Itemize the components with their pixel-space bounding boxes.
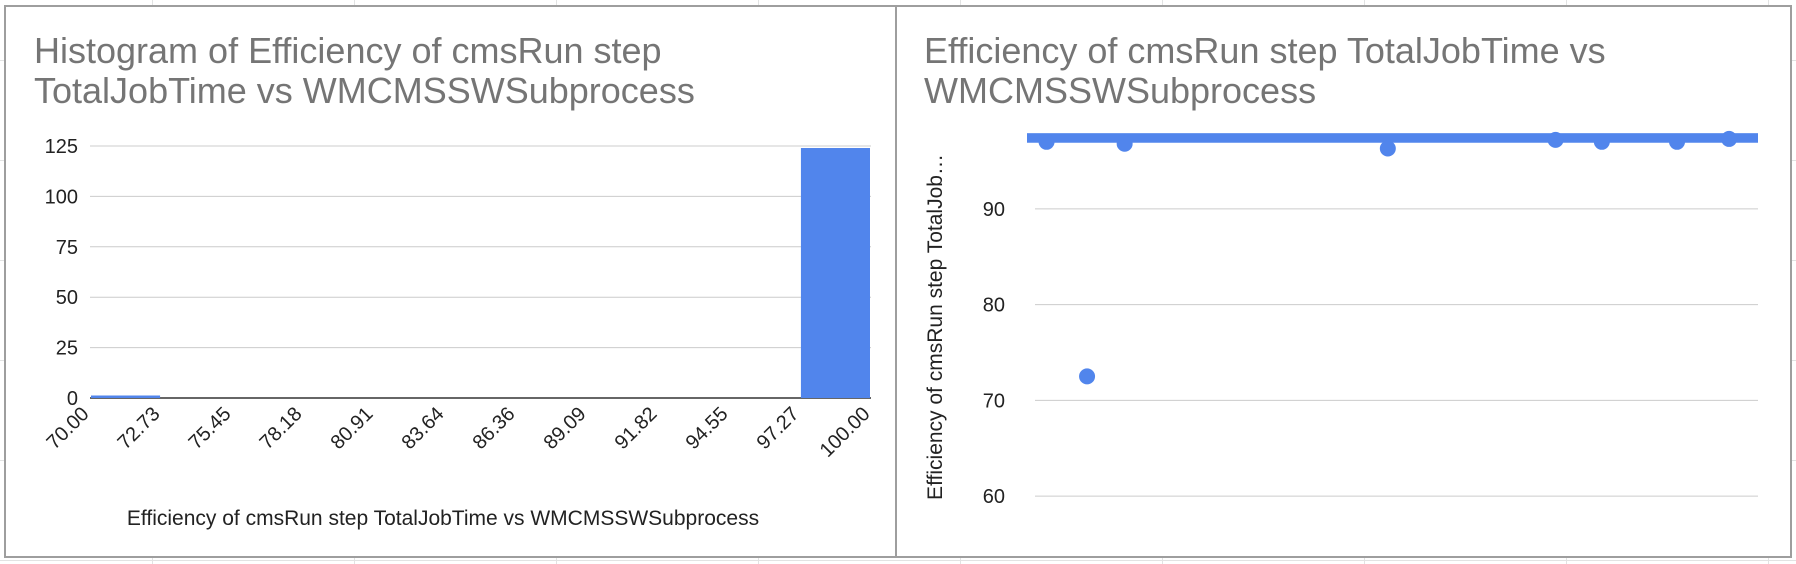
scatter-y-tick-label: 60	[983, 486, 1005, 508]
histogram-x-tick-label: 86.36	[469, 403, 520, 454]
scatter-gridlines	[1035, 208, 1758, 497]
histogram-x-tick-label: 89.09	[540, 403, 591, 454]
histogram-title: Histogram of Efficiency of cmsRun step T…	[34, 31, 695, 111]
histogram-x-tick-label: 97.27	[753, 403, 804, 454]
scatter-title-line-1: Efficiency of cmsRun step TotalJobTime v…	[924, 30, 1606, 71]
scatter-point	[1593, 133, 1610, 150]
histogram-x-tick-label: 78.18	[256, 403, 307, 454]
histogram-chart[interactable]: Histogram of Efficiency of cmsRun step T…	[4, 5, 897, 558]
scatter-point	[1116, 135, 1133, 152]
histogram-x-tick-label: 72.73	[114, 403, 165, 454]
scatter-point	[1038, 133, 1055, 150]
histogram-gridlines	[90, 145, 871, 399]
scatter-point	[1547, 131, 1564, 148]
scatter-y-axis-title: Efficiency of cmsRun step TotalJob…	[924, 154, 947, 500]
histogram-x-tick-label: 94.55	[682, 403, 733, 454]
scatter-points	[1038, 130, 1738, 385]
histogram-y-ticks: 0 25 50 75 100 125	[45, 136, 78, 410]
histogram-plot: 0 25 50 75 100 125 70.00 72.73 75.45 78.18 80.91 8…	[43, 136, 875, 530]
scatter-point	[1379, 140, 1396, 157]
scatter-y-tick-label: 70	[983, 390, 1005, 412]
scatter-title-line-2: WMCMSSWSubprocess	[924, 70, 1317, 111]
scatter-chart[interactable]: Efficiency of cmsRun step TotalJobTime v…	[895, 5, 1792, 558]
histogram-x-ticks: 70.00 72.73 75.45 78.18 80.91 83.64 86.36 89.09…	[43, 403, 875, 462]
histogram-bar	[800, 148, 870, 398]
histogram-bar	[91, 395, 161, 398]
scatter-y-tick-label: 90	[983, 199, 1005, 221]
histogram-x-tick-label: 91.82	[611, 403, 662, 454]
histogram-x-tick-label: 100.00	[816, 403, 875, 462]
histogram-title-line-2: TotalJobTime vs WMCMSSWSubprocess	[34, 70, 695, 111]
histogram-x-tick-label: 80.91	[327, 403, 378, 454]
histogram-title-line-1: Histogram of Efficiency of cmsRun step	[34, 30, 662, 71]
histogram-y-tick-label: 25	[56, 338, 78, 360]
scatter-plot: 60 70 80 90 Efficiency of cmsRun step Total…	[924, 130, 1758, 508]
scatter-point	[1669, 133, 1686, 150]
histogram-y-tick-label: 0	[67, 388, 78, 410]
histogram-y-tick-label: 75	[56, 237, 78, 259]
scatter-point	[1721, 130, 1738, 147]
scatter-y-tick-label: 80	[983, 295, 1005, 317]
scatter-point	[1079, 368, 1096, 385]
scatter-dense-band	[1027, 133, 1758, 143]
histogram-bars	[91, 148, 870, 398]
scatter-dense-band	[1027, 133, 1758, 143]
histogram-x-tick-label: 75.45	[185, 403, 236, 454]
scatter-title: Efficiency of cmsRun step TotalJobTime v…	[924, 31, 1606, 111]
scatter-y-ticks: 60 70 80 90	[983, 199, 1005, 508]
histogram-y-tick-label: 100	[45, 186, 78, 208]
histogram-x-tick-label: 70.00	[43, 403, 94, 454]
histogram-x-tick-label: 83.64	[398, 403, 449, 454]
histogram-y-tick-label: 125	[45, 136, 78, 158]
histogram-x-axis-title: Efficiency of cmsRun step TotalJobTime v…	[127, 507, 759, 530]
histogram-y-tick-label: 50	[56, 287, 78, 309]
